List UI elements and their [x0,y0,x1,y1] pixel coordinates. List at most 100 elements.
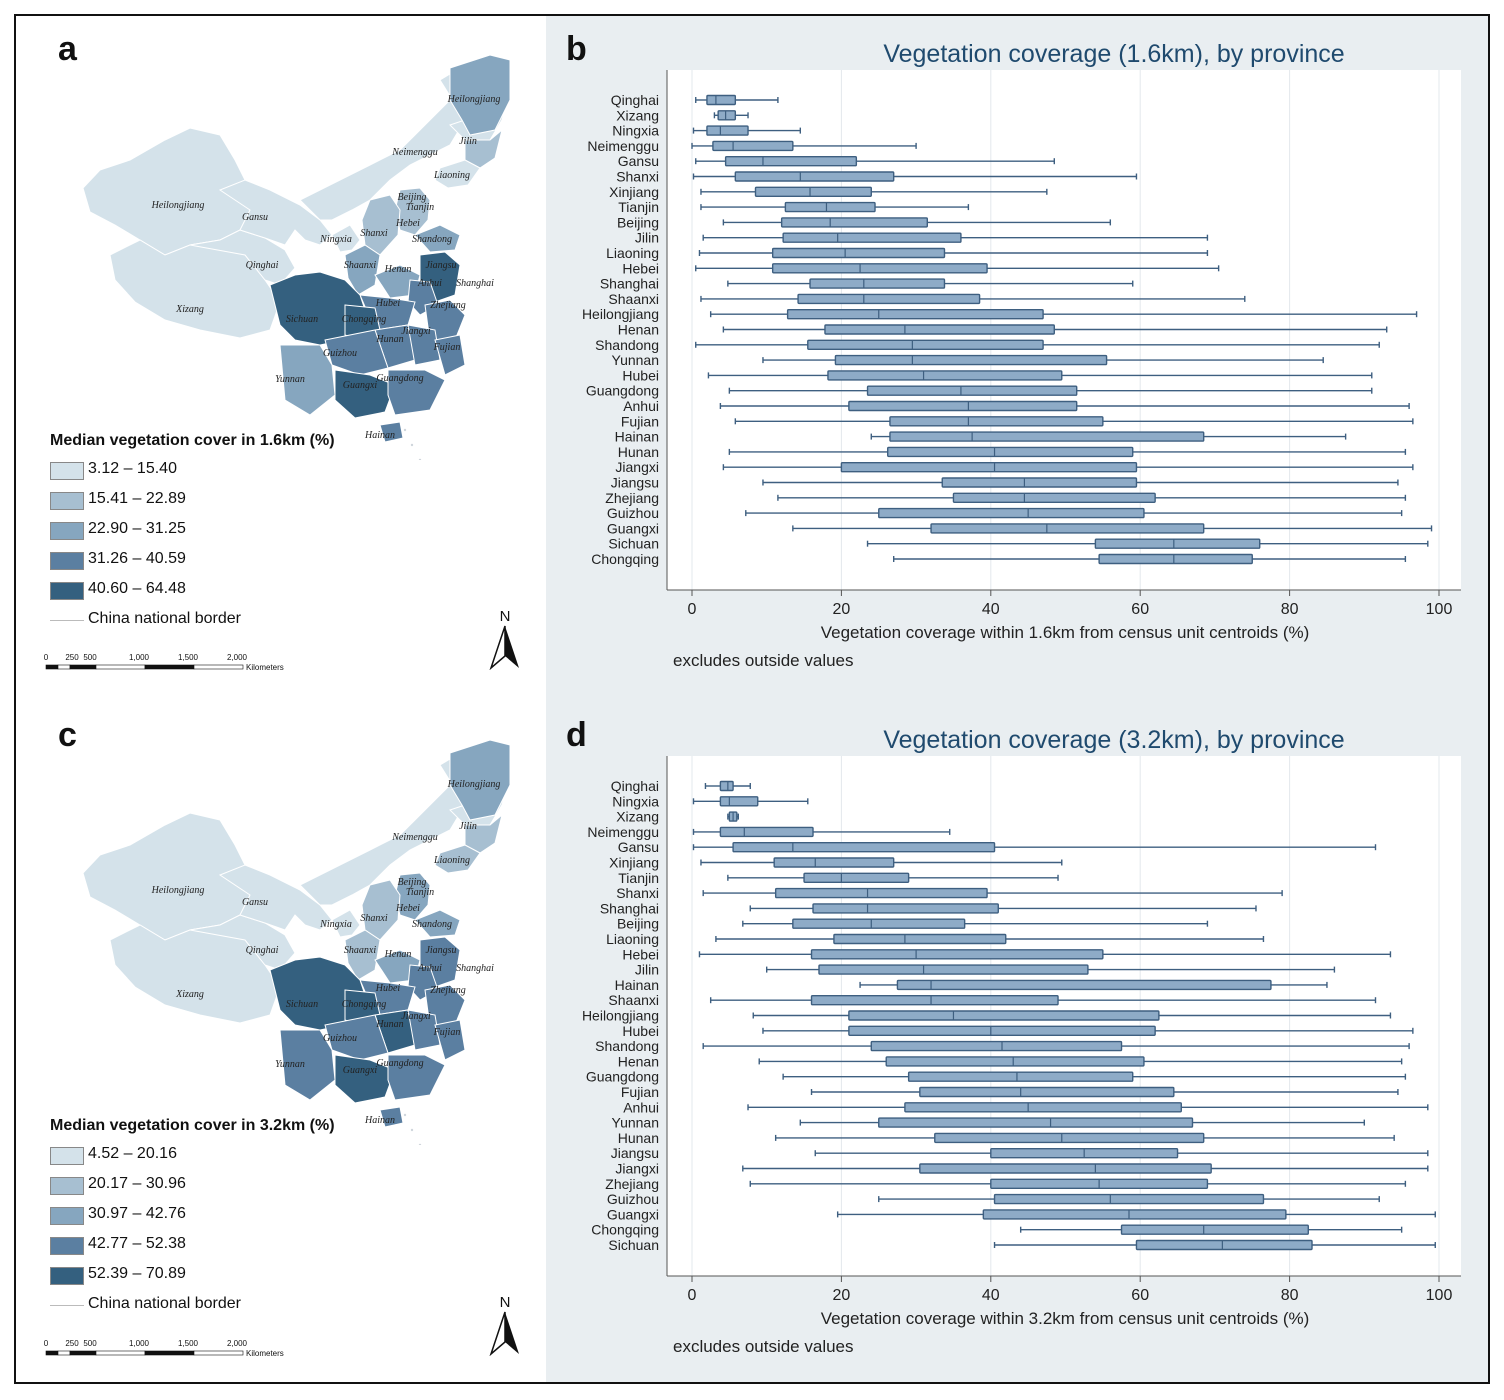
scale-tick-label: 500 [83,653,97,662]
province-region [414,909,461,938]
box [889,431,1205,442]
category-label: Qinghai [611,778,659,794]
category-label: Liaoning [606,245,659,261]
border-line-swatch [50,620,84,621]
province-label: Anhui [417,963,442,974]
province-label: Hubei [375,298,401,309]
category-label: Tianjin [618,870,659,886]
category-label: Qinghai [611,92,659,108]
category-label: Jilin [635,230,659,246]
province-label: Sichuan [286,314,318,325]
box [834,354,1108,366]
x-tick-label: 80 [1281,601,1299,618]
legend-title: Median vegetation cover in 3.2km (%) [50,1117,335,1134]
legend-label: 4.52 – 20.16 [88,1145,177,1162]
box [833,933,1007,945]
province-label: Guizhou [323,348,357,359]
province-region [379,421,404,443]
category-label: Shanxi [616,885,659,901]
chart-note: excludes outside values [673,1337,854,1356]
border-line-swatch [50,1305,84,1306]
scale-tick-label: 250 [65,653,79,662]
province-label: Hainan [364,1115,395,1126]
box [754,186,872,198]
category-label: Hebei [622,946,659,962]
chart-note: excludes outside values [673,651,854,670]
x-tick-label: 0 [688,1287,697,1304]
category-label: Hubei [622,367,659,383]
province-label: Shandong [412,234,452,245]
category-label: Liaoning [606,931,659,947]
scale-tick-label: 2,000 [227,653,248,662]
province-label: Shanghai [456,278,494,289]
scale-segment [45,664,59,670]
province-label: Henan [384,264,412,275]
legend-item: 52.39 – 70.89 [50,1261,335,1291]
category-label: Ningxia [612,123,659,139]
province-region [299,99,466,221]
box [810,949,1104,960]
box [952,492,1156,503]
province-region [299,784,466,906]
province-region [334,369,396,419]
box [812,903,999,914]
box [930,523,1205,534]
category-label: Jiangxi [615,1161,659,1177]
legend-3-2km: Median vegetation cover in 3.2km (%) 4.5… [50,1117,335,1321]
box [907,1071,1134,1082]
category-label: Yunnan [612,352,660,368]
island-dot [410,443,414,447]
category-label: Guangxi [607,1206,659,1222]
box [934,1132,1205,1144]
scale-unit: Kilometers [246,1349,284,1358]
category-label: Shaanxi [608,291,659,307]
scale-segment [144,664,195,670]
province-label: Xizang [175,304,204,315]
category-label: Hunan [618,1130,659,1146]
legend-1-6km: Median vegetation cover in 1.6km (%) 3.1… [50,432,335,636]
province-label: Zhejiang [430,985,466,996]
province-label: Gansu [242,212,268,223]
category-label: Xizang [616,107,659,123]
north-arrow-icon: N [489,608,519,670]
province-label: Xizang [175,989,204,1000]
legend-swatch [50,1237,84,1255]
province-region [218,179,333,246]
scale-segment [193,664,244,670]
province-label: Shaanxi [344,945,376,956]
box [889,416,1104,427]
province-label: Hubei [375,983,401,994]
boxplot-1-6km: Vegetation coverage (1.6km), by province… [582,40,1461,670]
panel-letter-c: c [58,716,77,754]
box [706,125,749,136]
x-axis-title: Vegetation coverage within 1.6km from ce… [821,623,1310,642]
legend-item: 20.17 – 30.96 [50,1171,335,1201]
province-label: Guangxi [343,1065,378,1076]
north-label: N [500,1294,511,1311]
province-region [324,1014,389,1061]
legend-label: 3.12 – 15.40 [88,460,177,477]
category-label: Beijing [617,214,659,230]
panel-letter-b: b [566,30,587,68]
legend-item: 31.26 – 40.59 [50,546,335,576]
box [719,826,814,838]
province-label: Hebei [395,903,420,914]
province-label: Shaanxi [344,260,376,271]
scale-tick-label: 0 [44,1339,49,1348]
box [771,247,946,259]
legend-item: 22.90 – 31.25 [50,516,335,546]
category-label: Guangdong [586,1069,659,1085]
box [941,477,1138,488]
island-dot [418,458,422,460]
province-region [189,914,296,971]
category-label: Shanghai [600,900,659,916]
box [1120,1224,1309,1235]
legend-swatch [50,1267,84,1285]
province-label: Tianjin [406,202,434,213]
province-label: Jiangxi [401,1011,431,1022]
boxplot-3-2km: Vegetation coverage (3.2km), by province… [582,726,1461,1356]
category-label: Shanghai [600,276,659,292]
box [803,872,910,884]
legend-label: 20.17 – 30.96 [88,1175,186,1192]
